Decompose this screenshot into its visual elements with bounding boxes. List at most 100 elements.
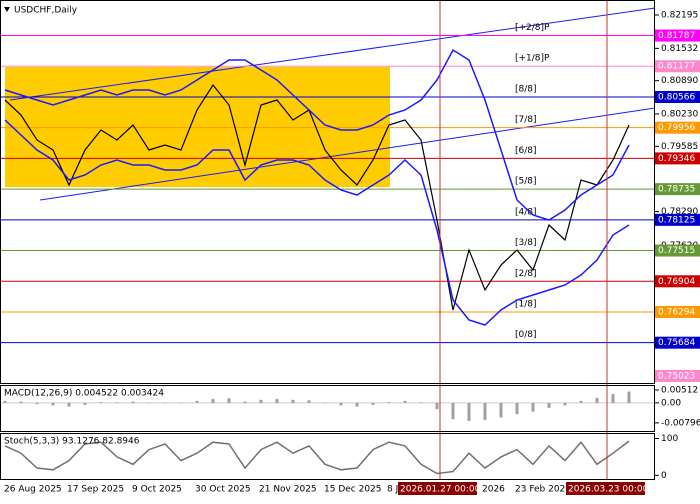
murrey-label: [8/8] (515, 84, 537, 94)
price-box-label: 0.75023 (658, 371, 695, 381)
macd-bar (339, 402, 343, 406)
macd-bar (579, 400, 583, 403)
price-box (655, 183, 700, 196)
macd-bar (163, 402, 167, 404)
macd-bar (291, 399, 295, 403)
macd-bar (451, 402, 455, 420)
price-line (4, 83, 630, 311)
macd-bar (259, 399, 263, 403)
y-tick-label: 0.78290 (661, 207, 698, 217)
x-tick-label: 23 Feb 2026 (515, 485, 571, 495)
chart-title: USDCHF,Daily (14, 6, 78, 16)
macd-bar (627, 391, 631, 403)
price-box (655, 121, 700, 134)
price-box-label: 0.79956 (658, 123, 695, 133)
price-box (655, 369, 700, 382)
price-box-label: 0.80566 (658, 92, 695, 102)
macd-panel-border (0, 385, 655, 432)
macd-bar (611, 394, 615, 403)
macd-bar (435, 402, 439, 410)
macd-bar (595, 397, 599, 403)
title-icon (4, 7, 10, 12)
murrey-label: [0/8] (515, 330, 537, 340)
macd-bar (307, 400, 311, 403)
main-panel-border (0, 0, 655, 384)
price-box (655, 275, 700, 288)
indicator-title: MACD(12,26,9) 0.004522 0.003424 (4, 389, 164, 399)
price-box-label: 0.78735 (658, 185, 695, 195)
channel-line (9, 7, 656, 101)
murrey-label: [7/8] (515, 115, 537, 125)
macd-bar (467, 402, 471, 421)
macd-bar (67, 402, 71, 407)
band-line (4, 48, 630, 221)
price-box-label: 0.79346 (658, 154, 695, 164)
x-tick-label: 9 Oct 2025 (132, 485, 182, 495)
x-tick-label: 21 Nov 2025 (259, 485, 317, 495)
y-tick-label: 0.80230 (661, 109, 698, 119)
macd-bar (227, 398, 231, 403)
macd-bar (355, 402, 359, 407)
price-box-label: 0.75684 (658, 338, 695, 348)
macd-bar (547, 402, 551, 408)
y-tick-label: 0.81532 (661, 44, 698, 54)
macd-bar (195, 400, 199, 403)
y-tick-label: 0.00512 (661, 385, 698, 395)
highlight-zone (5, 67, 390, 187)
x-tick-label: 15 Dec 2025 (324, 485, 382, 495)
price-box (655, 60, 700, 73)
price-box (655, 244, 700, 257)
macd-bar (83, 402, 87, 405)
price-box (655, 29, 700, 42)
macd-bar (371, 402, 375, 405)
y-tick-label: 0.79585 (661, 142, 698, 152)
murrey-label: [4/8] (515, 207, 537, 217)
macd-bar (323, 402, 327, 404)
murrey-label: [5/8] (515, 177, 537, 187)
macd-bar (499, 402, 503, 418)
price-box (655, 213, 700, 226)
x-tick-label: 2026.03.23 00:00 (568, 485, 649, 495)
macd-bar (99, 402, 103, 403)
price-box (655, 336, 700, 349)
macd-bar (563, 402, 567, 406)
macd-bar (131, 401, 135, 403)
stoch-line (4, 440, 630, 475)
x-tick-label: 26 Aug 2025 (4, 485, 62, 495)
channel-line (39, 107, 656, 201)
macd-bar (387, 402, 391, 403)
price-box-label: 0.81177 (658, 62, 695, 72)
macd-bar (211, 399, 215, 403)
band-line (4, 119, 630, 326)
x-tick-label: 17 Sep 2025 (67, 485, 124, 495)
x-tick-label: 8 J (387, 485, 398, 495)
macd-bar (179, 402, 183, 404)
murrey-label: [2/8] (515, 269, 537, 279)
macd-bar (275, 399, 279, 403)
x-tick-label: 30 Oct 2025 (195, 485, 251, 495)
macd-bar (515, 402, 519, 415)
indicator-title: Stoch(5,3,3) 93.1276 82.8946 (4, 437, 140, 447)
macd-bar (419, 402, 423, 403)
x-tick-label: 2026 (482, 485, 505, 495)
y-tick-label: 0.80890 (661, 76, 698, 86)
price-box (655, 90, 700, 103)
stoch-panel-border (0, 433, 655, 480)
x-tick-label: 2026.01.27 00:00 (400, 485, 481, 495)
price-box-label: 0.76294 (658, 307, 695, 317)
macd-bar (483, 402, 487, 420)
price-box-label: 0.81787 (658, 31, 695, 41)
macd-bar (115, 402, 119, 403)
murrey-label: [6/8] (515, 146, 537, 156)
price-box-label: 0.77515 (658, 246, 695, 256)
murrey-label: [+2/8]P (515, 23, 550, 33)
macd-bar (19, 401, 23, 403)
price-box-label: 0.76904 (658, 277, 695, 287)
price-box (655, 305, 700, 318)
macd-bar (243, 401, 247, 403)
price-box (655, 152, 700, 165)
price-box-label: 0.78125 (658, 215, 695, 225)
x-label-highlight (566, 482, 645, 495)
macd-bar (3, 400, 7, 403)
